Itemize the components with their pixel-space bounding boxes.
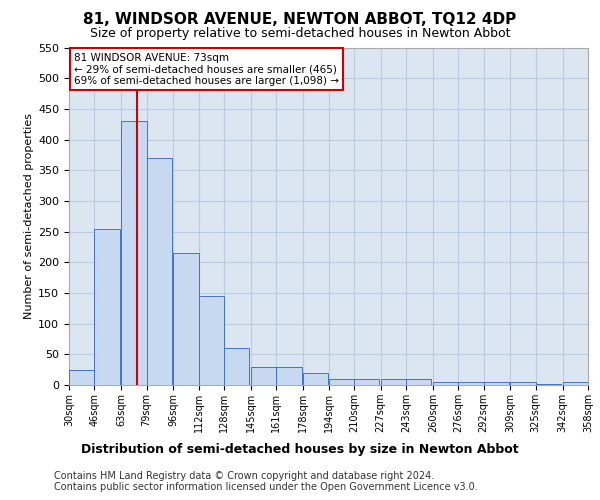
Text: Distribution of semi-detached houses by size in Newton Abbot: Distribution of semi-detached houses by …: [81, 442, 519, 456]
Bar: [303, 372, 329, 385]
Text: Contains HM Land Registry data © Crown copyright and database right 2024.: Contains HM Land Registry data © Crown c…: [54, 471, 434, 481]
Bar: [121, 121, 146, 385]
Y-axis label: Number of semi-detached properties: Number of semi-detached properties: [24, 114, 34, 320]
Bar: [458, 382, 484, 385]
Bar: [146, 158, 172, 385]
Bar: [406, 379, 431, 385]
Bar: [199, 296, 224, 385]
Bar: [276, 366, 302, 385]
Text: 81, WINDSOR AVENUE, NEWTON ABBOT, TQ12 4DP: 81, WINDSOR AVENUE, NEWTON ABBOT, TQ12 4…: [83, 12, 517, 28]
Bar: [354, 379, 379, 385]
Bar: [381, 379, 406, 385]
Bar: [224, 348, 250, 385]
Bar: [251, 366, 276, 385]
Bar: [69, 370, 94, 385]
Bar: [329, 379, 354, 385]
Bar: [484, 382, 509, 385]
Text: Size of property relative to semi-detached houses in Newton Abbot: Size of property relative to semi-detach…: [90, 28, 510, 40]
Text: 81 WINDSOR AVENUE: 73sqm
← 29% of semi-detached houses are smaller (465)
69% of : 81 WINDSOR AVENUE: 73sqm ← 29% of semi-d…: [74, 52, 339, 86]
Text: Contains public sector information licensed under the Open Government Licence v3: Contains public sector information licen…: [54, 482, 478, 492]
Bar: [173, 253, 199, 385]
Bar: [536, 384, 561, 385]
Bar: [94, 228, 119, 385]
Bar: [563, 382, 588, 385]
Bar: [433, 382, 458, 385]
Bar: [511, 382, 536, 385]
